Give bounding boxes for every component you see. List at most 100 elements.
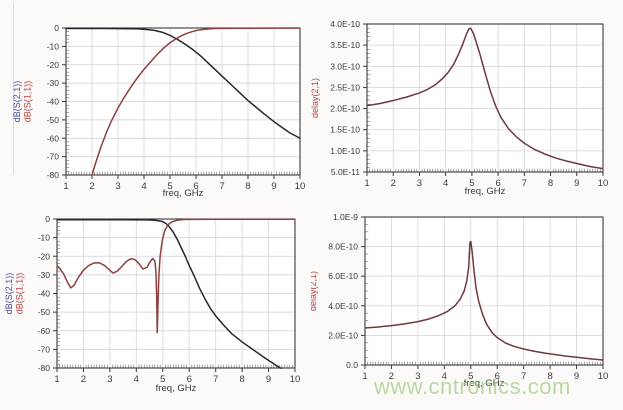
grid <box>365 217 603 365</box>
x-tick-label: 4 <box>134 374 139 385</box>
chart-s-params-lowpass-2: 1 2 3 4 5 6 7 8 9 10 0 -10 -20 -30 -40 -50 -60 -70 -80 freq… <box>0 205 311 410</box>
y-tick-label: -80 <box>38 363 51 373</box>
tick-labels: 1 2 3 4 5 6 7 8 9 10 0 -10 -20 -30 -40 -50 -60 -70 -80 <box>38 214 301 385</box>
x-tick-label: 8 <box>245 181 250 192</box>
plot-border <box>364 216 604 366</box>
series-db-s-2-1- <box>65 27 301 139</box>
x-tick-label: 4 <box>141 181 146 192</box>
x-tick-label: 6 <box>495 178 500 189</box>
y-tick-label: 2.0E-10 <box>330 104 360 114</box>
y-axis-title: delay(2,1) <box>311 78 320 118</box>
x-tick-label: 2 <box>89 181 94 192</box>
y-axis-title: dB(S(2,1)) <box>4 273 14 315</box>
chart-group-delay-1: 1 2 3 4 5 6 7 8 9 10 4.0E-10 3.5E-10 3.0E-10 2.5E-10 2… <box>311 0 623 205</box>
chart-svg-top-left: 1 2 3 4 5 6 7 8 9 10 0 -10 -20 -30 -40 -50 -60 -70 -80 freq… <box>12 23 306 199</box>
x-tick-label: 3 <box>107 374 112 385</box>
series-db-s-2-1- <box>56 219 283 369</box>
x-tick-label: 5 <box>469 178 474 189</box>
grid <box>367 24 603 172</box>
x-tick-label: 8 <box>548 178 553 189</box>
y-tick-label: 5.0E-11 <box>331 167 360 177</box>
series-delay-2-1- <box>364 240 604 361</box>
major-ticks <box>363 23 604 176</box>
x-tick-label: 1 <box>362 371 367 382</box>
y-tick-label: -70 <box>38 344 51 354</box>
y-tick-label: -80 <box>47 170 60 180</box>
y-axis-title: dB(S(2,1)) <box>12 81 22 123</box>
x-tick-label: 7 <box>219 181 224 192</box>
y-tick-label: 2.5E-10 <box>330 82 360 92</box>
y-tick-label: -40 <box>38 289 51 299</box>
x-tick-label: 3 <box>115 181 120 192</box>
x-tick-label: 1 <box>364 178 369 189</box>
x-tick-label: 4 <box>442 371 447 382</box>
x-axis-title: freq, GHz <box>464 378 505 389</box>
y-tick-label: 1.0E-10 <box>330 146 360 156</box>
x-tick-label: 2 <box>81 374 86 385</box>
x-tick-label: 2 <box>391 178 396 189</box>
y-tick-label: 0 <box>54 23 59 33</box>
y-tick-label: 6.0E-10 <box>328 271 358 281</box>
y-axis-title: dB(S(1,1)) <box>23 81 33 123</box>
y-tick-label: -40 <box>47 97 60 107</box>
x-tick-label: 9 <box>266 374 271 385</box>
y-tick-label: -10 <box>38 233 51 243</box>
chart-s-params-lowpass-1: 1 2 3 4 5 6 7 8 9 10 0 -10 -20 -30 -40 -50 -60 -70 -80 freq… <box>0 0 311 205</box>
y-tick-label: 0.0 <box>346 360 358 370</box>
y-tick-label: -60 <box>38 326 51 336</box>
x-tick-label: 8 <box>239 374 244 385</box>
x-tick-label: 6 <box>495 371 500 382</box>
y-tick-label: 4.0E-10 <box>328 301 358 311</box>
tick-labels: 1 2 3 4 5 6 7 8 9 10 1.0E-9 8.0E-10 6.0E-10 4.0E-10 2.… <box>328 212 608 382</box>
plot-area <box>365 217 603 365</box>
chart-svg-bottom-right: 1 2 3 4 5 6 7 8 9 10 1.0E-9 8.0E-10 6.0E-10 4.0E-10 2.… <box>311 212 608 389</box>
y-tick-label: -50 <box>47 115 60 125</box>
series-db-s-1-1- <box>91 27 301 176</box>
tick-labels: 1 2 3 4 5 6 7 8 9 10 0 -10 -20 -30 -40 -50 -60 -70 -80 <box>47 23 306 192</box>
y-tick-label: 4.0E-10 <box>330 19 360 29</box>
tick-labels: 1 2 3 4 5 6 7 8 9 10 4.0E-10 3.5E-10 3.0E-10 2.5E-10 2… <box>330 19 608 189</box>
y-tick-label: -30 <box>47 78 60 88</box>
y-tick-label: -10 <box>47 41 60 51</box>
x-tick-label: 6 <box>187 374 192 385</box>
x-tick-label: 9 <box>574 371 579 382</box>
x-tick-label: 10 <box>290 374 301 385</box>
x-axis-title: freq, GHz <box>163 188 204 199</box>
x-tick-label: 7 <box>522 178 527 189</box>
x-tick-label: 10 <box>295 181 306 192</box>
x-tick-label: 1 <box>54 374 59 385</box>
x-tick-label: 10 <box>598 371 609 382</box>
screen-edge-artifact <box>13 3 14 175</box>
x-tick-label: 10 <box>598 178 609 189</box>
chart-svg-top-right: 1 2 3 4 5 6 7 8 9 10 4.0E-10 3.5E-10 3.0E-10 2.5E-10 2… <box>311 19 608 197</box>
y-tick-label: 0 <box>45 214 50 224</box>
x-tick-label: 7 <box>213 374 218 385</box>
x-tick-label: 6 <box>193 181 198 192</box>
x-tick-label: 3 <box>417 178 422 189</box>
y-tick-label: -60 <box>47 133 60 143</box>
x-tick-label: 2 <box>389 371 394 382</box>
y-tick-label: -70 <box>47 152 60 162</box>
x-tick-label: 9 <box>574 178 579 189</box>
y-tick-label: 3.0E-10 <box>330 61 360 71</box>
plot-area <box>367 24 603 172</box>
y-tick-label: -50 <box>38 307 51 317</box>
y-tick-label: 8.0E-10 <box>328 242 358 252</box>
x-tick-label: 4 <box>443 178 448 189</box>
chart-group-delay-2: 1 2 3 4 5 6 7 8 9 10 1.0E-9 8.0E-10 6.0E-10 4.0E-10 2.… <box>311 205 623 410</box>
grid <box>57 219 295 368</box>
x-axis-title: freq, GHz <box>465 186 506 197</box>
y-tick-label: 3.5E-10 <box>330 40 360 50</box>
chart-svg-bottom-left: 1 2 3 4 5 6 7 8 9 10 0 -10 -20 -30 -40 -50 -60 -70 -80 freq… <box>4 214 301 394</box>
y-tick-label: 1.5E-10 <box>330 125 360 135</box>
series-delay-2-1- <box>366 27 604 170</box>
x-tick-label: 8 <box>547 371 552 382</box>
y-tick-label: 1.0E-9 <box>333 212 358 222</box>
plot-border <box>65 27 301 176</box>
series-db-s-1-1- <box>56 218 296 334</box>
x-tick-label: 5 <box>468 371 473 382</box>
x-tick-label: 3 <box>415 371 420 382</box>
plot-border <box>366 23 604 173</box>
y-axis-title: dB(S(1,1)) <box>15 273 25 315</box>
x-tick-label: 5 <box>160 374 165 385</box>
